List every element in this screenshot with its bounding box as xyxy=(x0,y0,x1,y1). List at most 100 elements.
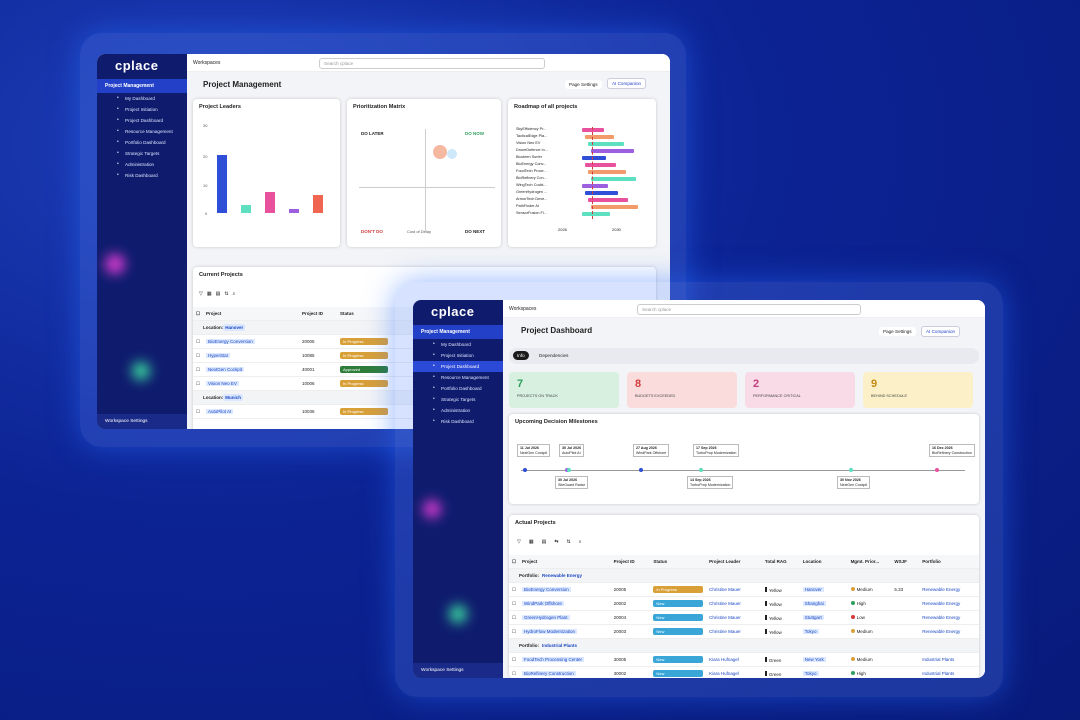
checkbox-icon[interactable]: ☐ xyxy=(512,670,517,676)
milestone-label[interactable]: 14 Sep 2026 TurboProp Modernization xyxy=(687,476,734,489)
milestone-label[interactable]: 16 Dec 2026 BioRefinery Construction xyxy=(929,444,975,457)
project-cell[interactable]: AutoPilot AI xyxy=(203,409,299,414)
project-link[interactable]: AutoPilot AI xyxy=(206,409,234,414)
nav-item[interactable]: • Project Dashboard xyxy=(97,115,187,126)
ai-companion-button[interactable]: AI Companion xyxy=(607,78,647,89)
column-header[interactable]: WSJF xyxy=(894,559,907,564)
workspace-settings-button[interactable]: Workspace Settings xyxy=(413,663,503,678)
location-link[interactable]: Stuttgart xyxy=(802,615,824,620)
table-cell[interactable]: Renewable Energy xyxy=(919,615,979,620)
milestone-label[interactable]: 30 Jul 2026 SiteGuard Radar xyxy=(555,476,588,489)
checkbox-icon[interactable]: ☐ xyxy=(196,380,201,386)
checkbox-icon[interactable]: ☐ xyxy=(196,408,201,414)
project-cell[interactable]: BioEnergy Conversion xyxy=(203,339,299,344)
project-link[interactable]: FoodTech Processing Center xyxy=(521,657,584,662)
nav-item[interactable]: • Risk Dashboard xyxy=(413,416,503,427)
table-row[interactable]: ☐ FoodTech Processing Center 30005 New Kiara… xyxy=(509,653,979,667)
column-header[interactable]: Status xyxy=(340,311,354,316)
location-link[interactable]: New York xyxy=(802,657,826,662)
nav-item[interactable]: • Resource Management xyxy=(413,372,503,383)
tab-dependencies[interactable]: Dependencies xyxy=(539,353,569,358)
checkbox-icon[interactable]: ☐ xyxy=(512,614,517,620)
project-cell[interactable]: HyperStar xyxy=(203,353,299,358)
table-cell[interactable]: WindPark Offshore xyxy=(519,601,611,606)
sort-icon[interactable]: ⇅ xyxy=(566,539,571,545)
search-input[interactable]: Search cplace xyxy=(319,58,545,69)
workspaces-menu[interactable]: Workspaces xyxy=(509,305,537,312)
location-link[interactable]: Tokyo xyxy=(802,629,819,634)
table-cell[interactable]: FoodTech Processing Center xyxy=(519,657,611,662)
project-link[interactable]: NextGen Cockpit xyxy=(206,367,245,372)
table-row[interactable]: ☐ BioEnergy Conversion 20005 In Progress Chr… xyxy=(509,583,979,597)
location-link[interactable]: Hanover xyxy=(802,587,824,592)
checkbox-icon[interactable]: ☐ xyxy=(512,628,517,634)
table-row[interactable]: ☐ GreenHydrogen Plant 20004 New Christine Ma… xyxy=(509,611,979,625)
nav-item[interactable]: • Project Dashboard xyxy=(413,361,503,372)
milestone-label[interactable]: 17 Sep 2026 TurboProp Modernization xyxy=(693,444,740,457)
table-cell[interactable]: BioEnergy Conversion xyxy=(519,587,611,592)
nav-header[interactable]: Project Management xyxy=(97,79,187,93)
checkbox-icon[interactable]: ☐ xyxy=(196,366,201,372)
tab-info[interactable]: Info xyxy=(513,351,529,360)
export-icon[interactable]: ▤ xyxy=(541,539,547,545)
column-header[interactable]: Project ID xyxy=(613,559,635,564)
project-link[interactable]: BioEnergy Conversion xyxy=(206,339,255,344)
checkbox-icon[interactable]: ☐ xyxy=(196,352,201,358)
column-header[interactable]: Project xyxy=(206,311,222,316)
table-row[interactable]: ☐ HydroFlow Modernization 20003 New Christin… xyxy=(509,625,979,639)
project-link[interactable]: WindPark Offshore xyxy=(521,601,564,606)
table-cell[interactable]: BioRefinery Construction xyxy=(519,671,611,676)
table-cell[interactable]: Christine Mauer xyxy=(706,587,762,592)
column-header[interactable]: Status xyxy=(653,559,668,564)
nav-item[interactable]: • Strategic Targets xyxy=(97,148,187,159)
kpi-card[interactable]: 7 PROJECTS ON TRACK xyxy=(509,372,619,408)
kpi-card[interactable]: 8 BUDGETS EXCEEDED xyxy=(627,372,737,408)
column-header[interactable]: Project ID xyxy=(302,311,324,316)
search-input[interactable]: Search cplace xyxy=(637,304,861,315)
column-header[interactable]: Mgmt. Prior... xyxy=(850,559,880,564)
table-row[interactable]: ☐ WindPark Offshore 20002 New Christine Maue… xyxy=(509,597,979,611)
group-value[interactable]: Munich xyxy=(223,394,243,401)
column-header[interactable]: Project Leader xyxy=(709,559,741,564)
nav-item[interactable]: • Administration xyxy=(413,405,503,416)
page-settings-button[interactable]: Page Settings xyxy=(565,80,602,89)
nav-item[interactable]: • Portfolio Dashboard xyxy=(97,137,187,148)
checkbox-icon[interactable]: ☐ xyxy=(512,656,517,662)
project-link[interactable]: HydroFlow Modernization xyxy=(521,629,577,634)
column-header[interactable]: Project xyxy=(521,559,538,564)
project-cell[interactable]: NextGen Cockpit xyxy=(203,367,299,372)
table-cell[interactable]: Renewable Energy xyxy=(919,601,979,606)
project-cell[interactable]: Vision Neo EV xyxy=(203,381,299,386)
table-cell[interactable]: Christine Mauer xyxy=(706,615,762,620)
table-cell[interactable]: Kiara Hufnagel xyxy=(706,671,762,676)
table-cell[interactable]: Kiara Hufnagel xyxy=(706,657,762,662)
table-cell[interactable]: GreenHydrogen Plant xyxy=(519,615,611,620)
project-link[interactable]: Vision Neo EV xyxy=(206,381,239,386)
nav-item[interactable]: • Portfolio Dashboard xyxy=(413,383,503,394)
checkbox-icon[interactable]: ☐ xyxy=(196,310,201,316)
filter-icon[interactable]: ▽ xyxy=(517,539,521,545)
group-value[interactable]: Renewable Energy xyxy=(542,573,583,578)
checkbox-icon[interactable]: ☐ xyxy=(196,338,201,344)
search-icon[interactable]: ⌕ xyxy=(232,291,236,297)
nav-item[interactable]: • Resource Management xyxy=(97,126,187,137)
location-link[interactable]: Tokyo xyxy=(802,671,819,676)
table-cell[interactable]: HydroFlow Modernization xyxy=(519,629,611,634)
project-link[interactable]: HyperStar xyxy=(206,353,231,358)
column-header[interactable]: Portfolio xyxy=(922,559,941,564)
column-header[interactable]: Total RAG xyxy=(764,559,787,564)
workspace-settings-button[interactable]: Workspace Settings xyxy=(97,414,187,429)
milestone-label[interactable]: 30 Jul 2026 AutoPilot AI xyxy=(559,444,585,457)
nav-item[interactable]: • My Dashboard xyxy=(413,339,503,350)
table-cell[interactable]: Renewable Energy xyxy=(919,629,979,634)
nav-item[interactable]: • Project Initiation xyxy=(413,350,503,361)
search-icon[interactable]: ⌕ xyxy=(578,539,582,545)
nav-item[interactable]: • My Dashboard xyxy=(97,93,187,104)
page-settings-button[interactable]: Page Settings xyxy=(879,327,916,336)
table-cell[interactable]: Christine Mauer xyxy=(706,601,762,606)
workspaces-menu[interactable]: Workspaces xyxy=(193,59,221,66)
kpi-card[interactable]: 9 BEHIND SCHEDULE xyxy=(863,372,973,408)
milestone-label[interactable]: 30 Nov 2026 NextGen Cockpit xyxy=(837,476,871,489)
table-cell[interactable]: Christine Mauer xyxy=(706,629,762,634)
project-link[interactable]: BioEnergy Conversion xyxy=(521,587,571,592)
